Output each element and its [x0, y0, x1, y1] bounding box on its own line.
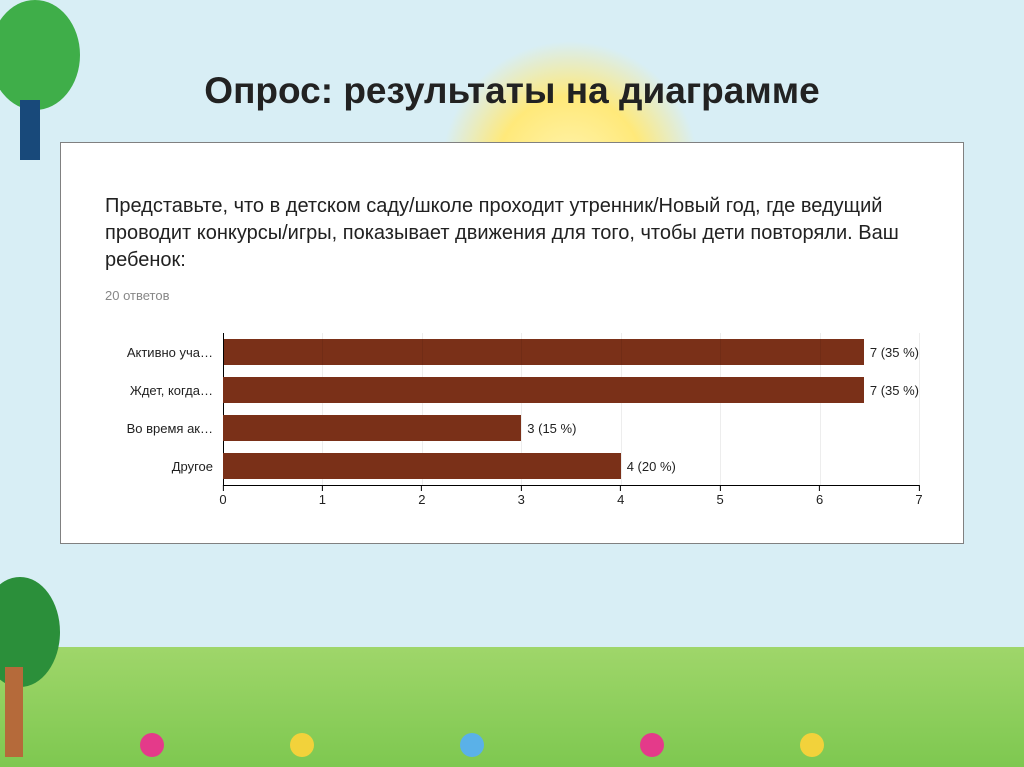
chart-bar — [223, 415, 521, 441]
chart-row: Активно уча… 7 (35 %) — [105, 333, 919, 371]
chart-row: Другое 4 (20 %) — [105, 447, 919, 485]
chart-x-tick: 1 — [319, 486, 326, 507]
chart-x-tick: 7 — [915, 486, 922, 507]
flowers-decor — [40, 707, 984, 767]
chart-x-tick: 3 — [518, 486, 525, 507]
chart-x-tick: 0 — [219, 486, 226, 507]
axis-spacer — [105, 485, 223, 513]
chart-bar — [223, 339, 864, 365]
chart-rows: Активно уча… 7 (35 %) Ждет, когда… 7 (35 %)… — [105, 333, 919, 485]
chart-bar — [223, 453, 621, 479]
chart-row: Во время ак… 3 (15 %) — [105, 409, 919, 447]
chart-plot-area: 7 (35 %) — [223, 371, 919, 409]
chart-x-tick: 6 — [816, 486, 823, 507]
chart-x-tick: 4 — [617, 486, 624, 507]
chart-x-tick: 2 — [418, 486, 425, 507]
chart-category-label: Активно уча… — [105, 345, 223, 360]
chart-category-label: Ждет, когда… — [105, 383, 223, 398]
response-count: 20 ответов — [105, 288, 919, 303]
chart-bar — [223, 377, 864, 403]
chart-plot-area: 3 (15 %) — [223, 409, 919, 447]
chart-x-tick: 5 — [717, 486, 724, 507]
chart-value-label: 7 (35 %) — [864, 383, 919, 398]
chart-value-label: 4 (20 %) — [621, 459, 676, 474]
chart-x-axis: 01234567 — [223, 485, 919, 513]
survey-card: Представьте, что в детском саду/школе пр… — [60, 142, 964, 544]
survey-question: Представьте, что в детском саду/школе пр… — [105, 193, 919, 274]
chart-category-label: Другое — [105, 459, 223, 474]
slide-title: Опрос: результаты на диаграмме — [60, 70, 964, 112]
slide: Опрос: результаты на диаграмме Представь… — [60, 60, 964, 707]
chart: Активно уча… 7 (35 %) Ждет, когда… 7 (35 %)… — [105, 333, 919, 513]
chart-value-label: 3 (15 %) — [521, 421, 576, 436]
chart-row: Ждет, когда… 7 (35 %) — [105, 371, 919, 409]
chart-value-label: 7 (35 %) — [864, 345, 919, 360]
chart-category-label: Во время ак… — [105, 421, 223, 436]
chart-plot-area: 7 (35 %) — [223, 333, 919, 371]
chart-plot-area: 4 (20 %) — [223, 447, 919, 485]
